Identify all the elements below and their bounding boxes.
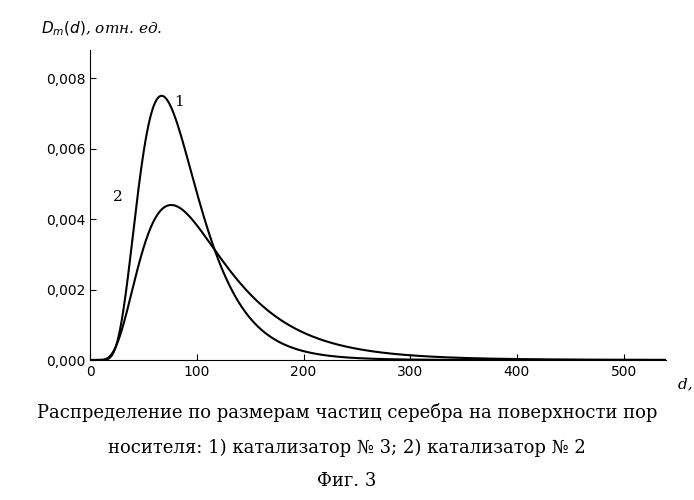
Text: 1: 1 xyxy=(174,96,184,110)
Text: носителя: 1) катализатор № 3; 2) катализатор № 2: носителя: 1) катализатор № 3; 2) катализ… xyxy=(108,438,586,456)
Text: d, nm: d, nm xyxy=(678,377,694,391)
Text: Распределение по размерам частиц серебра на поверхности пор: Распределение по размерам частиц серебра… xyxy=(37,403,657,422)
Text: $D_m(d)$, отн. ед.: $D_m(d)$, отн. ед. xyxy=(41,19,162,38)
Text: 2: 2 xyxy=(112,190,122,204)
Text: Фиг. 3: Фиг. 3 xyxy=(317,472,377,490)
